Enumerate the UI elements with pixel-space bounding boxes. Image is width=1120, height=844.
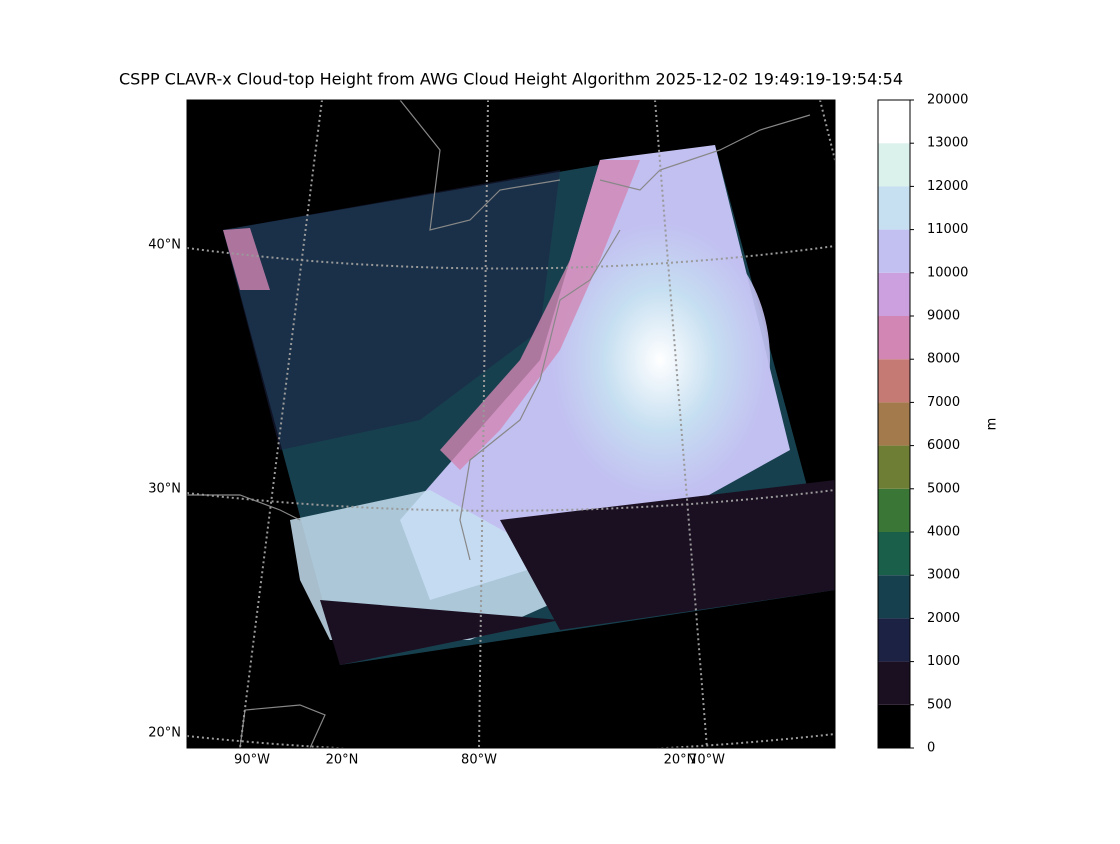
colorbar-tick-label: 20000 <box>927 93 968 108</box>
grid-lat <box>187 489 835 512</box>
grid-lon <box>478 100 489 748</box>
colorbar-tick-label: 12000 <box>927 179 968 194</box>
colorbar-segment <box>878 661 910 705</box>
colorbar-tick-label: 0 <box>927 741 935 756</box>
colorbar-tick-label: 7000 <box>927 395 960 410</box>
deep-cloud <box>550 220 770 500</box>
colorbar-tick-label: 9000 <box>927 309 960 324</box>
colorbar-segment <box>878 186 910 230</box>
colorbar-tick-label: 2000 <box>927 611 960 626</box>
colorbar-tick-label: 4000 <box>927 525 960 540</box>
colorbar-segment <box>878 316 910 360</box>
colorbar-segment <box>878 100 910 144</box>
colorbar-segment <box>878 445 910 489</box>
lon-label: 90°W <box>234 753 270 768</box>
colorbar-label: m <box>985 418 1000 431</box>
colorbar-tick-label: 500 <box>927 697 952 712</box>
colorbar-tick-label: 8000 <box>927 352 960 367</box>
cloud-south <box>290 490 560 640</box>
colorbar-tick-label: 13000 <box>927 136 968 151</box>
colorbar-tick-label: 3000 <box>927 568 960 583</box>
lon-label: 20°N <box>664 753 697 768</box>
grid-lat <box>187 733 835 748</box>
colorbar-frame <box>877 99 911 749</box>
title: CSPP CLAVR-x Cloud-top Height from AWG C… <box>119 70 903 89</box>
low-cloud <box>223 170 560 450</box>
colorbar-tick-label: 1000 <box>927 654 960 669</box>
colorbar-segment <box>878 488 910 532</box>
lat-label: 30°N <box>148 482 181 497</box>
low-southwest <box>320 600 560 665</box>
map <box>187 100 835 748</box>
grid-lon <box>654 100 708 748</box>
colorbar-segment <box>878 143 910 187</box>
colorbar-tick-label: 5000 <box>927 481 960 496</box>
colorbar-segment <box>878 618 910 662</box>
colorbar-segment <box>878 704 910 748</box>
colorbar-segment <box>878 359 910 403</box>
lon-label: 70°W <box>689 753 725 768</box>
low-south <box>500 480 835 630</box>
colorbar-segment <box>878 402 910 446</box>
map-frame <box>186 99 836 749</box>
cloud-edge <box>440 160 640 470</box>
colorbar-tick-label: 10000 <box>927 265 968 280</box>
lat-label: 40°N <box>148 238 181 253</box>
colorbar-tick-label: 6000 <box>927 438 960 453</box>
lon-label: 80°W <box>461 753 497 768</box>
cloud-nw <box>223 228 270 290</box>
colorbar-segment <box>878 229 910 273</box>
coastline <box>187 100 811 748</box>
colorbar-segment <box>878 532 910 576</box>
grid-lon <box>819 100 835 161</box>
lat-label: 20°N <box>148 726 181 741</box>
lon-label: 20°N <box>326 753 359 768</box>
colorbar-tick-label: 11000 <box>927 222 968 237</box>
colorbar-segment <box>878 575 910 619</box>
grid-lat <box>187 245 835 270</box>
colorbar-segment <box>878 272 910 316</box>
grid-lon <box>239 100 323 748</box>
colorbar: 0 500 1000 2000 3000 4000 5000 6000 7000 8000 9000… <box>877 93 968 756</box>
